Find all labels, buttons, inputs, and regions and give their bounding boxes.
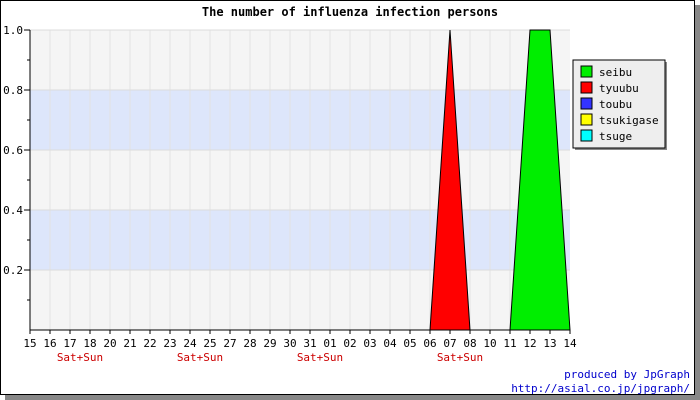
legend-label-tsukigase: tsukigase xyxy=(599,114,659,127)
band-1 xyxy=(30,90,570,150)
legend-label-tyuubu: tyuubu xyxy=(599,82,639,95)
x-tick-label: 04 xyxy=(383,337,397,350)
weekend-label: Sat+Sun xyxy=(57,351,103,364)
x-tick-label: 24 xyxy=(183,337,197,350)
x-tick-label: 25 xyxy=(203,337,216,350)
frame-shadow-bottom xyxy=(5,395,700,400)
band-0 xyxy=(30,210,570,270)
x-tick-label: 28 xyxy=(243,337,256,350)
y-tick-label: 1.0 xyxy=(3,24,23,37)
legend-swatch-tsuge xyxy=(580,129,593,142)
x-tick-label: 11 xyxy=(503,337,516,350)
x-tick-label: 18 xyxy=(83,337,96,350)
x-tick-label: 06 xyxy=(423,337,436,350)
x-tick-label: 17 xyxy=(63,337,76,350)
x-tick-label: 16 xyxy=(43,337,56,350)
y-tick-label: 0.6 xyxy=(3,144,23,157)
weekend-label: Sat+Sun xyxy=(177,351,223,364)
x-tick-label: 13 xyxy=(543,337,556,350)
x-tick-label: 08 xyxy=(463,337,476,350)
y-tick-label: 0.4 xyxy=(3,204,23,217)
credit-jpgraph: produced by JpGraph xyxy=(564,368,690,381)
legend-swatch-seibu xyxy=(580,65,593,78)
x-tick-label: 29 xyxy=(263,337,276,350)
legend-swatch-tsukigase xyxy=(580,113,593,126)
x-tick-label: 23 xyxy=(163,337,176,350)
x-tick-label: 02 xyxy=(343,337,356,350)
x-tick-label: 30 xyxy=(283,337,296,350)
x-tick-label: 12 xyxy=(523,337,536,350)
x-tick-label: 15 xyxy=(23,337,36,350)
x-tick-label: 05 xyxy=(403,337,416,350)
weekend-label: Sat+Sun xyxy=(297,351,343,364)
x-tick-label: 20 xyxy=(103,337,116,350)
plot-background xyxy=(30,30,570,330)
x-tick-label: 01 xyxy=(323,337,336,350)
x-tick-label: 27 xyxy=(223,337,236,350)
weekend-label: Sat+Sun xyxy=(437,351,483,364)
legend-label-tsuge: tsuge xyxy=(599,130,632,143)
frame-shadow-right xyxy=(695,5,700,400)
x-tick-label: 03 xyxy=(363,337,376,350)
x-tick-label: 10 xyxy=(483,337,496,350)
x-tick-label: 22 xyxy=(143,337,156,350)
x-tick-label: 31 xyxy=(303,337,316,350)
y-tick-label: 0.8 xyxy=(3,84,23,97)
x-tick-label: 07 xyxy=(443,337,456,350)
legend-label-seibu: seibu xyxy=(599,66,632,79)
credit-url[interactable]: http://asial.co.jp/jpgraph/ xyxy=(511,382,690,395)
legend-swatch-tyuubu xyxy=(580,81,593,94)
x-tick-label: 21 xyxy=(123,337,136,350)
legend-label-toubu: toubu xyxy=(599,98,632,111)
legend-swatch-toubu xyxy=(580,97,593,110)
chart-title: The number of influenza infection person… xyxy=(202,5,498,19)
y-tick-label: 0.2 xyxy=(3,264,23,277)
x-tick-label: 14 xyxy=(563,337,577,350)
